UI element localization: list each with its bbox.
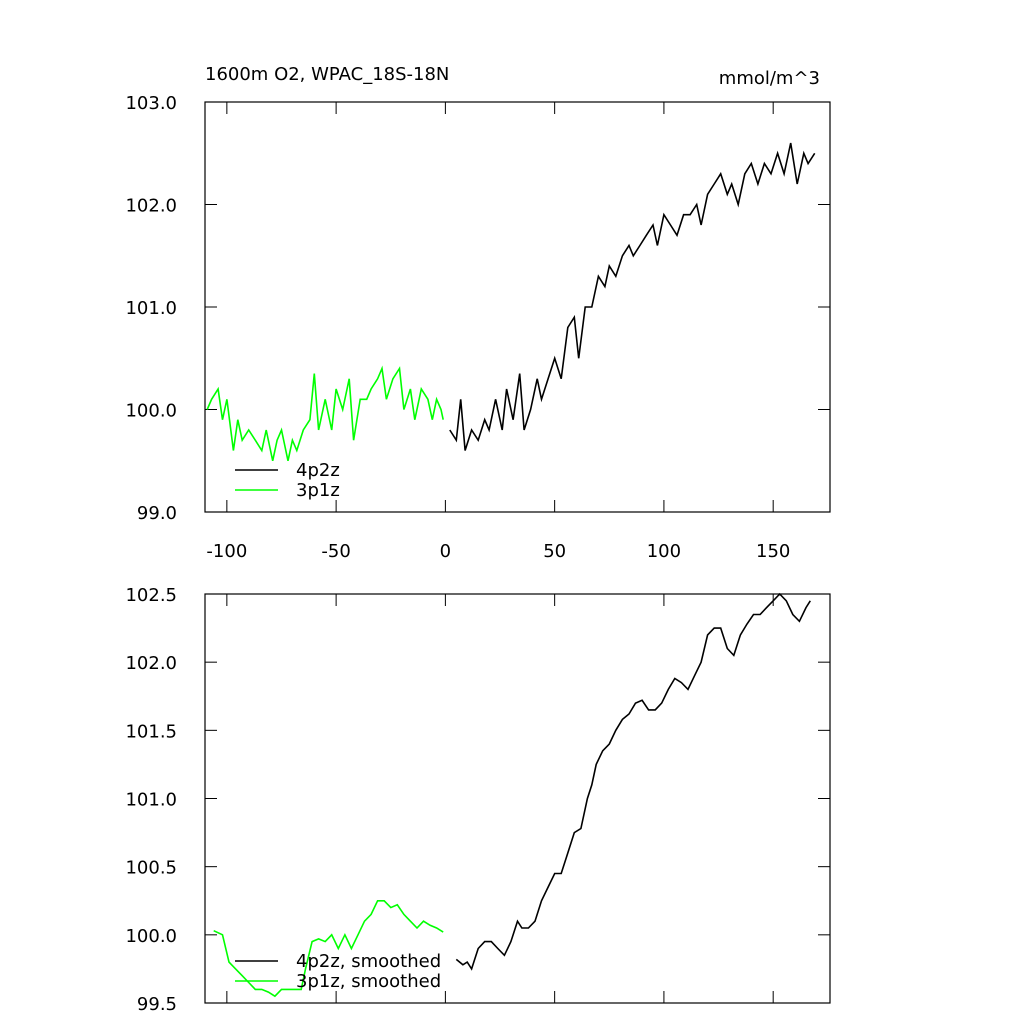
y-tick-label: 103.0 (125, 93, 177, 114)
y-tick-label: 99.0 (137, 503, 177, 524)
chart-title: 1600m O2, WPAC_18S-18N (205, 64, 449, 85)
legend-label: 3p1z, smoothed (296, 971, 441, 992)
legend-label: 4p2z, smoothed (296, 951, 441, 972)
y-tick-label: 100.5 (125, 858, 177, 879)
units-label: mmol/m^3 (719, 68, 820, 89)
x-tick-label: 100 (647, 541, 681, 562)
data-line (455, 592, 811, 971)
x-tick-label: -100 (206, 541, 247, 562)
plot-frame (204, 101, 831, 513)
x-tick-label: 150 (756, 541, 790, 562)
plot-frame (204, 593, 831, 1004)
y-tick-label: 101.0 (125, 298, 177, 319)
legend-label: 3p1z (296, 480, 340, 501)
data-line (213, 900, 444, 998)
y-tick-label: 101.0 (125, 790, 177, 811)
x-tick-label: -50 (321, 541, 350, 562)
y-tick-label: 99.5 (137, 994, 177, 1015)
data-line (449, 142, 816, 451)
y-tick-label: 100.0 (125, 926, 177, 947)
x-tick-label: 0 (440, 541, 451, 562)
y-tick-label: 102.5 (125, 585, 177, 606)
y-tick-label: 102.0 (125, 653, 177, 674)
data-line (206, 365, 444, 461)
legend-label: 4p2z (296, 460, 340, 481)
y-tick-label: 100.0 (125, 401, 177, 422)
y-tick-label: 102.0 (125, 196, 177, 217)
y-tick-label: 101.5 (125, 721, 177, 742)
x-tick-label: 50 (543, 541, 566, 562)
